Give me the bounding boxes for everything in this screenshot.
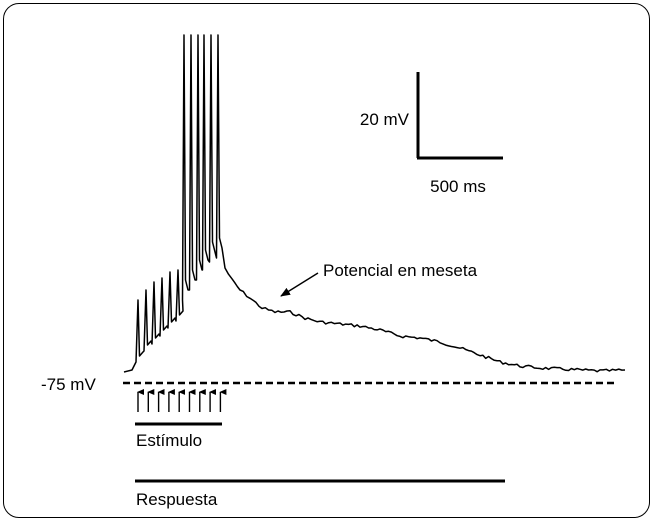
figure-frame xyxy=(3,3,650,518)
voltage-scale-label: 20 mV xyxy=(360,110,410,129)
response-label: Respuesta xyxy=(136,490,218,509)
time-scale-label: 500 ms xyxy=(430,177,486,196)
membrane-potential-trace xyxy=(123,34,626,373)
baseline-label: -75 mV xyxy=(41,375,96,394)
stimulus-arrows xyxy=(137,389,227,412)
plateau-annotation: Potencial en meseta xyxy=(323,261,478,280)
stimulus-label: Estímulo xyxy=(136,431,202,450)
annotation-arrow xyxy=(280,272,319,297)
